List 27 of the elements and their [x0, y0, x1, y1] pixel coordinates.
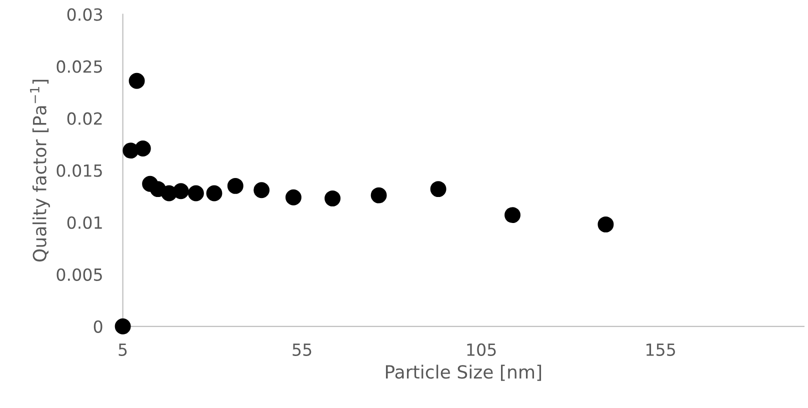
- point: [370, 187, 387, 204]
- point: [227, 178, 244, 194]
- x-tick-label: 155: [646, 344, 676, 356]
- point: [504, 207, 520, 224]
- point: [598, 216, 614, 232]
- point: [430, 181, 446, 198]
- y-tick-label: 0: [94, 320, 102, 333]
- point: [285, 189, 302, 206]
- y-tick-label: 0.03: [67, 8, 102, 21]
- y-tick-label: 0.005: [56, 268, 102, 281]
- point: [134, 140, 151, 156]
- x-tick-label: 55: [292, 344, 312, 356]
- y-tick-label: 0.01: [67, 216, 102, 229]
- point: [172, 183, 189, 200]
- y-axis-title: Quality factor [Pa$^{−1}$]: [30, 80, 50, 262]
- point: [188, 185, 204, 202]
- y-tick-label: 0.015: [56, 164, 102, 177]
- y-tick-label: 0.025: [56, 60, 102, 73]
- point: [114, 318, 131, 334]
- x-tick-label: 105: [467, 343, 496, 356]
- x-axis-title: Particle Size [nm]: [386, 364, 542, 381]
- y-tick-label: 0.02: [67, 112, 102, 125]
- point: [128, 72, 145, 89]
- point: [324, 190, 341, 206]
- x-tick-label: 5: [118, 344, 127, 356]
- point: [254, 182, 270, 198]
- point: [206, 185, 222, 202]
